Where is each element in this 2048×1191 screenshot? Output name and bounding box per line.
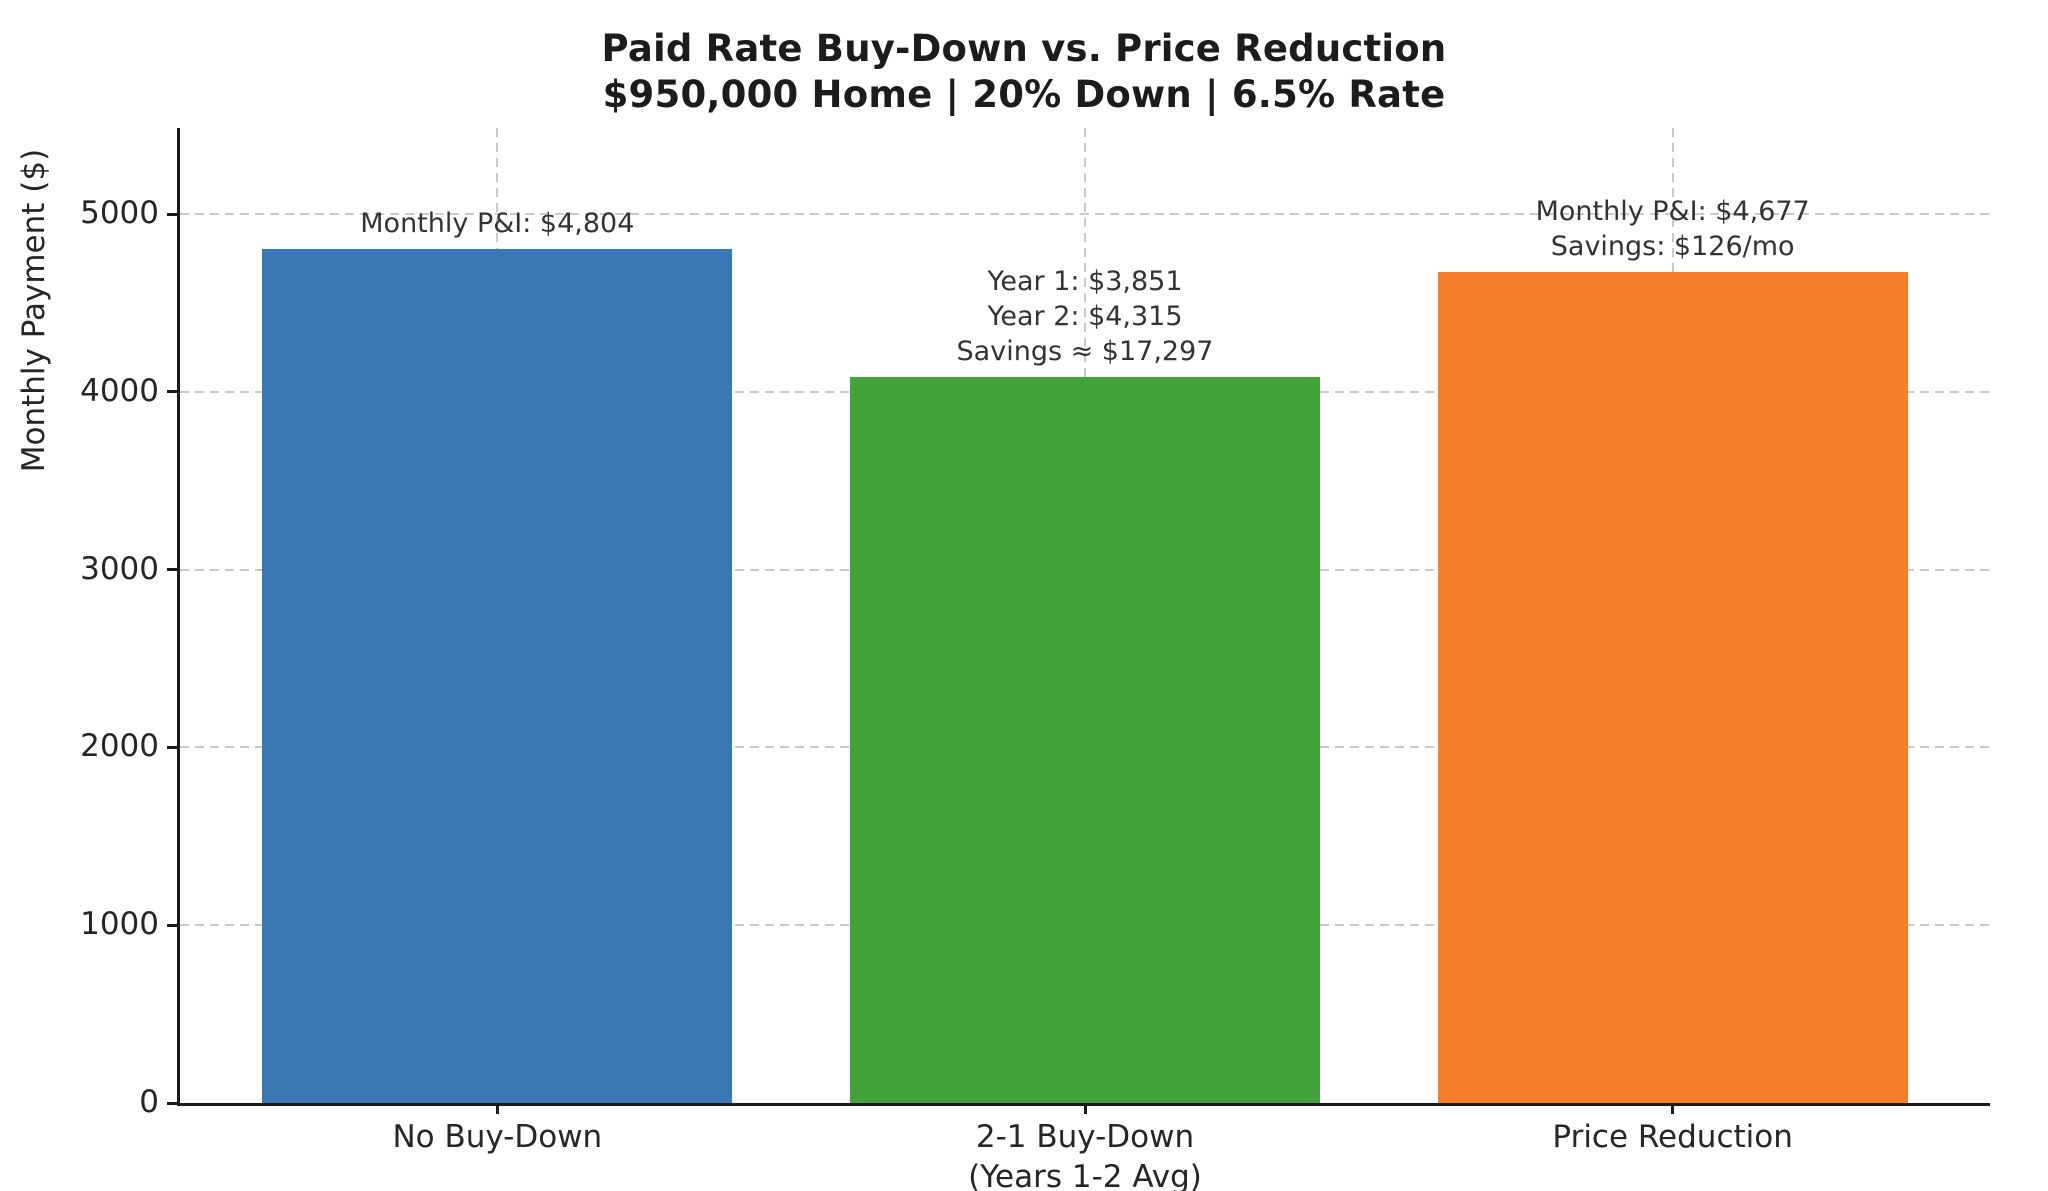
y-tick-mark-3000 bbox=[167, 568, 178, 572]
x-axis-spine bbox=[177, 1103, 1990, 1106]
chart-title-line1: Paid Rate Buy-Down vs. Price Reduction bbox=[601, 27, 1447, 70]
bar-annotation-1: Year 1: $3,851 Year 2: $4,315 Savings ≈ … bbox=[956, 266, 1214, 368]
x-tick-label-1: 2-1 Buy-Down (Years 1-2 Avg) bbox=[968, 1119, 1202, 1191]
y-tick-label-0: 0 bbox=[139, 1084, 159, 1120]
chart-title-line2: $950,000 Home | 20% Down | 6.5% Rate bbox=[602, 73, 1446, 116]
bar-1 bbox=[849, 377, 1321, 1103]
y-tick-label-4000: 4000 bbox=[80, 372, 159, 409]
bar-annotation-0: Monthly P&I: $4,804 bbox=[360, 208, 635, 240]
y-tick-label-5000: 5000 bbox=[80, 195, 159, 232]
bar-2 bbox=[1437, 271, 1908, 1103]
bar-0 bbox=[262, 249, 733, 1103]
y-tick-label-3000: 3000 bbox=[80, 550, 159, 587]
y-axis-spine bbox=[177, 128, 180, 1103]
x-tick-mark-2 bbox=[1671, 1103, 1675, 1114]
x-tick-label-0: No Buy-Down bbox=[392, 1119, 603, 1155]
y-tick-mark-2000 bbox=[167, 745, 178, 749]
x-tick-mark-1 bbox=[1083, 1103, 1087, 1114]
y-tick-mark-1000 bbox=[167, 923, 178, 927]
x-tick-label-2: Price Reduction bbox=[1552, 1119, 1793, 1155]
y-tick-mark-4000 bbox=[167, 390, 178, 394]
chart-title: Paid Rate Buy-Down vs. Price Reduction $… bbox=[0, 26, 2048, 118]
y-tick-label-1000: 1000 bbox=[80, 906, 159, 943]
y-tick-mark-0 bbox=[167, 1101, 178, 1105]
y-tick-label-2000: 2000 bbox=[80, 728, 159, 765]
bar-annotation-2: Monthly P&I: $4,677 Savings: $126/mo bbox=[1535, 195, 1810, 262]
x-tick-mark-0 bbox=[495, 1103, 499, 1114]
y-tick-mark-5000 bbox=[167, 212, 178, 216]
plot-area: Monthly P&I: $4,804 Year 1: $3,851 Year 2… bbox=[177, 128, 1990, 1106]
